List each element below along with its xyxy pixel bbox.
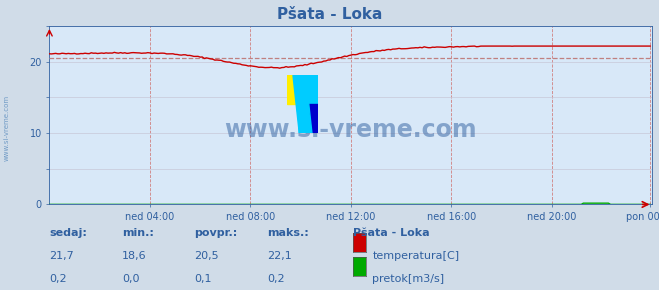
Text: Pšata - Loka: Pšata - Loka — [353, 228, 429, 238]
Text: Pšata - Loka: Pšata - Loka — [277, 7, 382, 22]
Text: 0,1: 0,1 — [194, 274, 212, 284]
Polygon shape — [293, 75, 312, 133]
Text: 0,2: 0,2 — [49, 274, 67, 284]
Text: 21,7: 21,7 — [49, 251, 74, 261]
Text: 22,1: 22,1 — [267, 251, 292, 261]
Text: min.:: min.: — [122, 228, 154, 238]
Text: 0,0: 0,0 — [122, 274, 140, 284]
Text: www.si-vreme.com: www.si-vreme.com — [3, 95, 10, 161]
Text: 18,6: 18,6 — [122, 251, 146, 261]
Text: maks.:: maks.: — [267, 228, 308, 238]
Text: pretok[m3/s]: pretok[m3/s] — [372, 274, 444, 284]
Polygon shape — [296, 75, 309, 133]
Bar — [302, 104, 318, 133]
Text: 0,2: 0,2 — [267, 274, 285, 284]
Text: sedaj:: sedaj: — [49, 228, 87, 238]
Text: temperatura[C]: temperatura[C] — [372, 251, 459, 261]
Text: www.si-vreme.com: www.si-vreme.com — [225, 117, 477, 142]
Text: 20,5: 20,5 — [194, 251, 219, 261]
Bar — [287, 75, 302, 104]
Text: povpr.:: povpr.: — [194, 228, 238, 238]
Bar — [302, 75, 318, 104]
